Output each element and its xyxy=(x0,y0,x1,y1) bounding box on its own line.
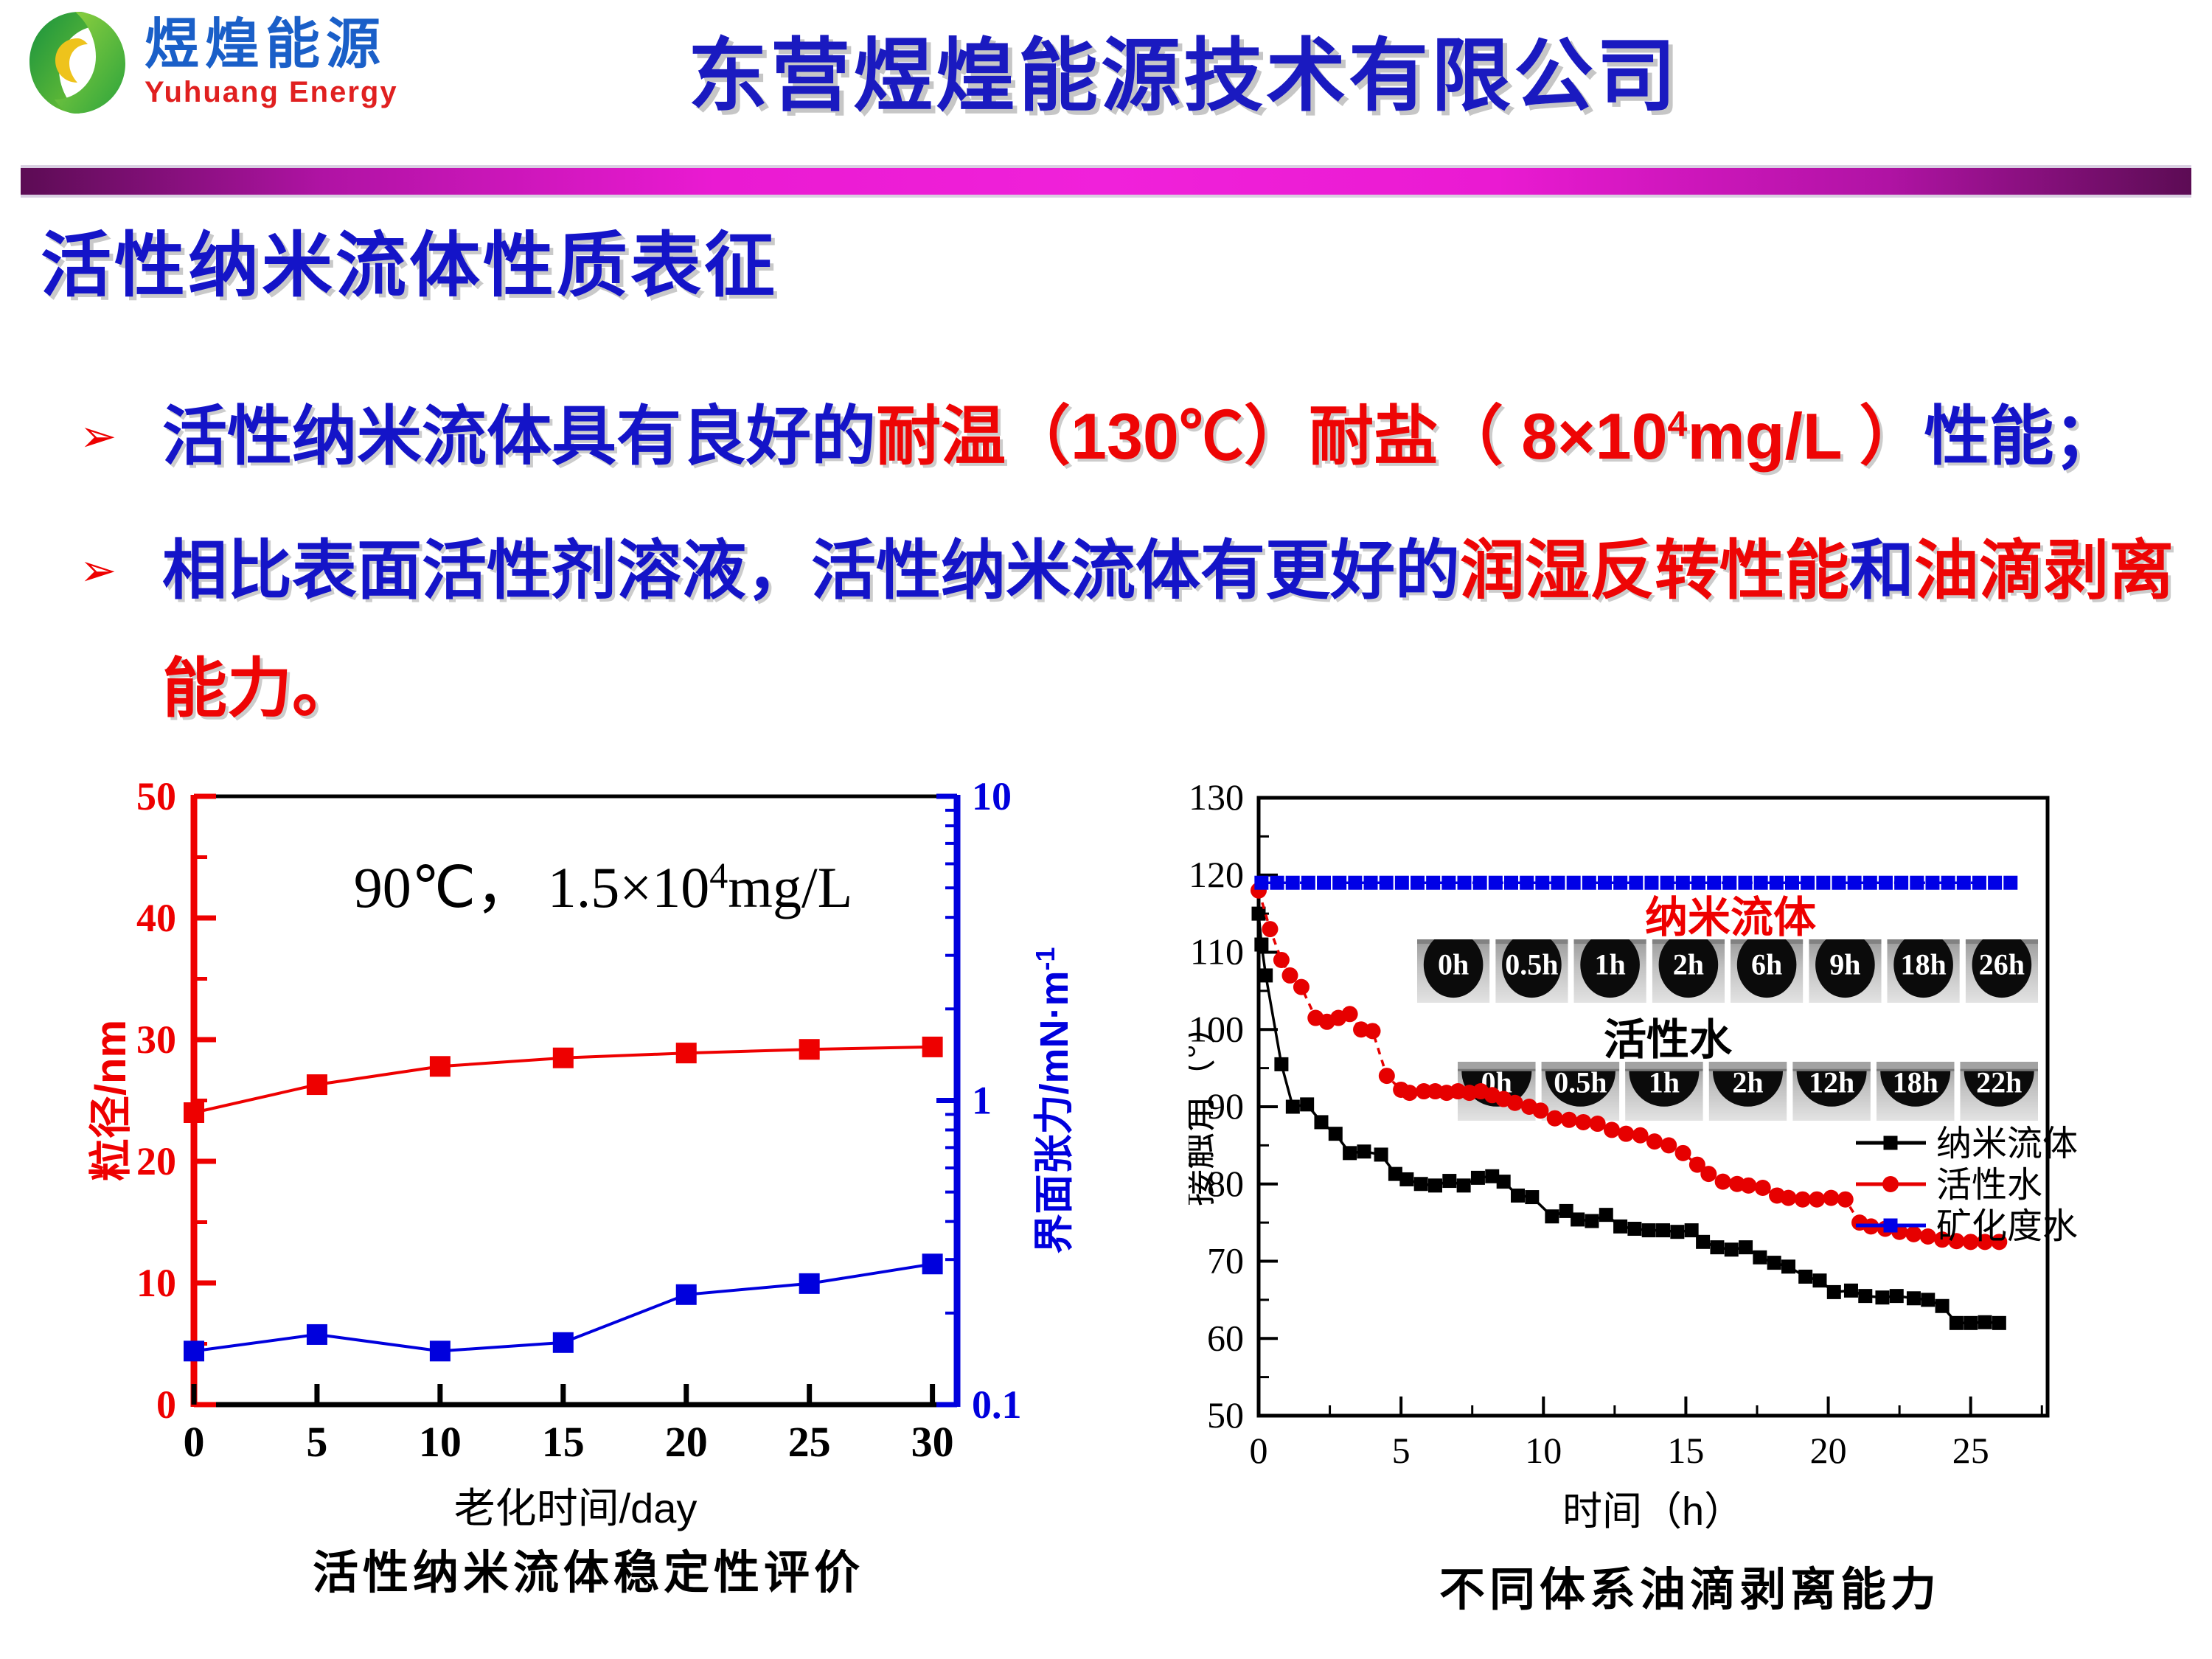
svg-text:22h: 22h xyxy=(1976,1066,2022,1099)
svg-text:70: 70 xyxy=(1207,1240,1244,1281)
svg-text:0h: 0h xyxy=(1438,947,1469,981)
logo-text: 煜煌能源 Yuhuang Energy xyxy=(145,13,398,109)
svg-text:1h: 1h xyxy=(1649,1066,1680,1099)
svg-text:1h: 1h xyxy=(1594,947,1625,981)
svg-text:0: 0 xyxy=(156,1382,176,1427)
svg-text:粒径/nm: 粒径/nm xyxy=(87,1020,135,1181)
svg-text:26h: 26h xyxy=(1979,947,2025,981)
svg-text:15: 15 xyxy=(542,1418,585,1466)
svg-text:100: 100 xyxy=(1189,1008,1244,1049)
svg-text:18h: 18h xyxy=(1893,1066,1938,1099)
svg-text:10: 10 xyxy=(972,774,1012,818)
svg-text:130: 130 xyxy=(1189,776,1244,818)
slide-title: 活性纳米流体性质表征 xyxy=(41,226,778,305)
svg-text:2h: 2h xyxy=(1673,947,1704,981)
company-title: 东营煜煌能源技术有限公司 xyxy=(687,31,1679,120)
chart-contact-angle: 50 60 70 80 90 100 110 120 130 0 5 10 15 20 25 时间（h） 接触角… xyxy=(1189,776,2078,1534)
caption-left-chart: 活性纳米流体稳定性评价 xyxy=(312,1548,864,1599)
svg-text:老化时间/day: 老化时间/day xyxy=(454,1485,698,1531)
svg-text:活性水: 活性水 xyxy=(1604,1016,1733,1064)
svg-text:50: 50 xyxy=(136,774,176,818)
svg-text:6h: 6h xyxy=(1751,947,1782,981)
logo-name-en: Yuhuang Energy xyxy=(145,75,398,108)
bullet-arrow-icon: ➢ xyxy=(80,411,117,461)
company-logo: 煜煌能源 Yuhuang Energy xyxy=(22,7,398,118)
svg-text:0.5h: 0.5h xyxy=(1505,947,1558,981)
bullet-text-1: 活性纳米流体具有良好的耐温（130℃）耐盐（ 8×104mg/L ）性能； xyxy=(162,400,2119,473)
svg-text:10: 10 xyxy=(1525,1430,1562,1471)
svg-text:110: 110 xyxy=(1190,931,1244,973)
svg-text:90: 90 xyxy=(1207,1085,1244,1127)
svg-text:80: 80 xyxy=(1207,1163,1244,1204)
svg-text:30: 30 xyxy=(911,1418,954,1466)
bullet-text-2: 相比表面活性剂溶液，活性纳米流体有更好的润湿反转性能和油滴剥离能力。 xyxy=(162,534,2174,725)
svg-text:20: 20 xyxy=(136,1139,176,1183)
chart-nanofluid-stability: 0 10 20 30 40 50 0.1 1 10 0 5 10 15 20 25 30 老化时间/day 粒径/… xyxy=(87,774,1077,1531)
svg-text:50: 50 xyxy=(1207,1394,1244,1436)
svg-text:5: 5 xyxy=(1392,1430,1411,1471)
svg-text:120: 120 xyxy=(1189,854,1244,895)
svg-text:0.5h: 0.5h xyxy=(1554,1066,1607,1099)
svg-text:1: 1 xyxy=(972,1079,992,1123)
svg-text:20: 20 xyxy=(1810,1430,1847,1471)
svg-text:60: 60 xyxy=(1207,1317,1244,1358)
svg-text:5: 5 xyxy=(306,1418,327,1466)
svg-text:10: 10 xyxy=(419,1418,462,1466)
svg-text:纳米流体: 纳米流体 xyxy=(1645,894,1816,942)
svg-text:12h: 12h xyxy=(1809,1066,1854,1099)
bullet-arrow-icon: ➢ xyxy=(80,546,117,595)
svg-text:纳米流体: 纳米流体 xyxy=(1936,1124,2078,1164)
svg-text:0: 0 xyxy=(184,1418,205,1466)
bullet-list: ➢ 活性纳米流体具有良好的耐温（130℃）耐盐（ 8×104mg/L ）性能； … xyxy=(80,378,2212,748)
svg-text:矿化度水: 矿化度水 xyxy=(1936,1207,2078,1246)
bullet-item-1: ➢ 活性纳米流体具有良好的耐温（130℃）耐盐（ 8×104mg/L ）性能； xyxy=(80,378,2212,495)
caption-right-chart: 不同体系油滴剥离能力 xyxy=(1439,1565,1941,1615)
svg-text:20: 20 xyxy=(665,1418,708,1466)
svg-text:9h: 9h xyxy=(1829,947,1860,981)
svg-text:0.1: 0.1 xyxy=(972,1382,1022,1427)
logo-name-cn: 煜煌能源 xyxy=(145,13,386,74)
svg-text:2h: 2h xyxy=(1732,1066,1763,1099)
svg-text:25: 25 xyxy=(1952,1430,1989,1471)
svg-text:18h: 18h xyxy=(1900,947,1946,981)
svg-text:25: 25 xyxy=(788,1418,831,1466)
svg-text:15: 15 xyxy=(1667,1430,1704,1471)
logo-swirl-icon xyxy=(29,12,125,114)
svg-text:活性水: 活性水 xyxy=(1936,1166,2042,1205)
svg-text:90℃， 1.5×104mg/L: 90℃， 1.5×104mg/L xyxy=(354,855,853,919)
divider-bar xyxy=(21,168,2191,195)
svg-text:时间（h）: 时间（h） xyxy=(1562,1489,1744,1534)
svg-text:30: 30 xyxy=(136,1018,176,1062)
svg-text:0: 0 xyxy=(1250,1430,1268,1471)
svg-text:10: 10 xyxy=(136,1261,176,1305)
svg-text:界面张力/mN·m-1: 界面张力/mN·m-1 xyxy=(1030,947,1077,1253)
svg-text:接触角（°）: 接触角（°） xyxy=(1189,1007,1219,1206)
bullet-item-2: ➢ 相比表面活性剂溶液，活性纳米流体有更好的润湿反转性能和油滴剥离能力。 xyxy=(80,512,2212,748)
svg-text:40: 40 xyxy=(136,896,176,940)
